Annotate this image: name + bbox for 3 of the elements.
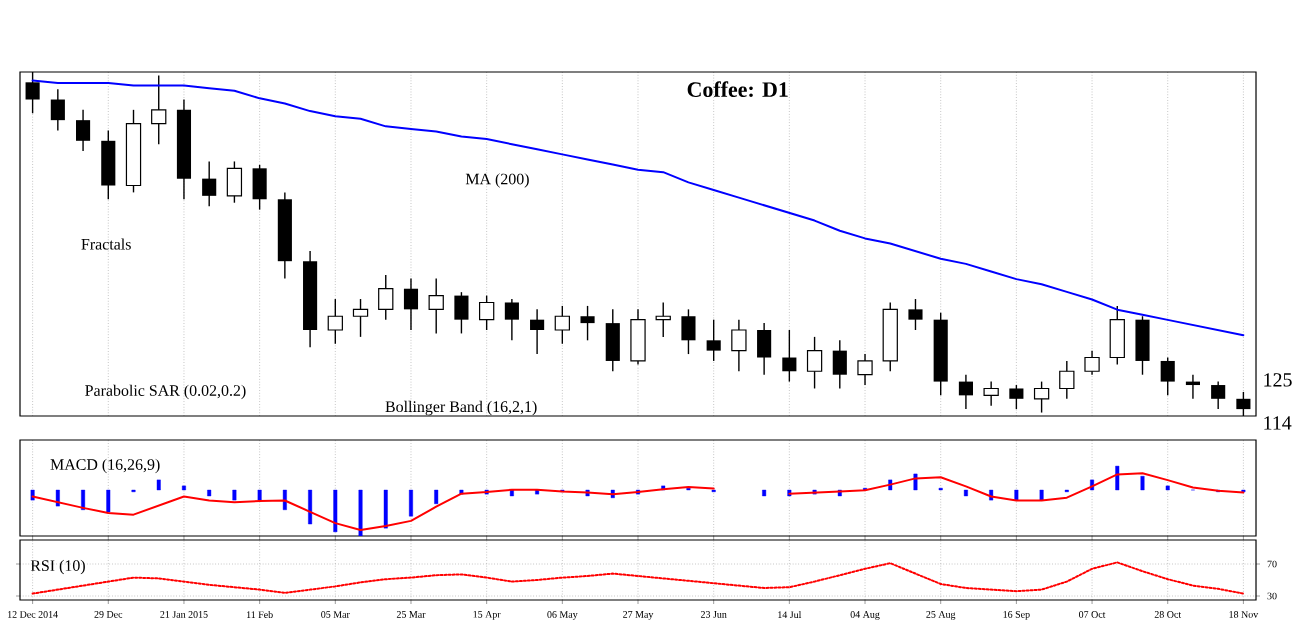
chart-title: Coffee: D1 <box>687 81 788 98</box>
text: 114 <box>1264 416 1292 430</box>
text: 125 <box>1264 373 1292 387</box>
